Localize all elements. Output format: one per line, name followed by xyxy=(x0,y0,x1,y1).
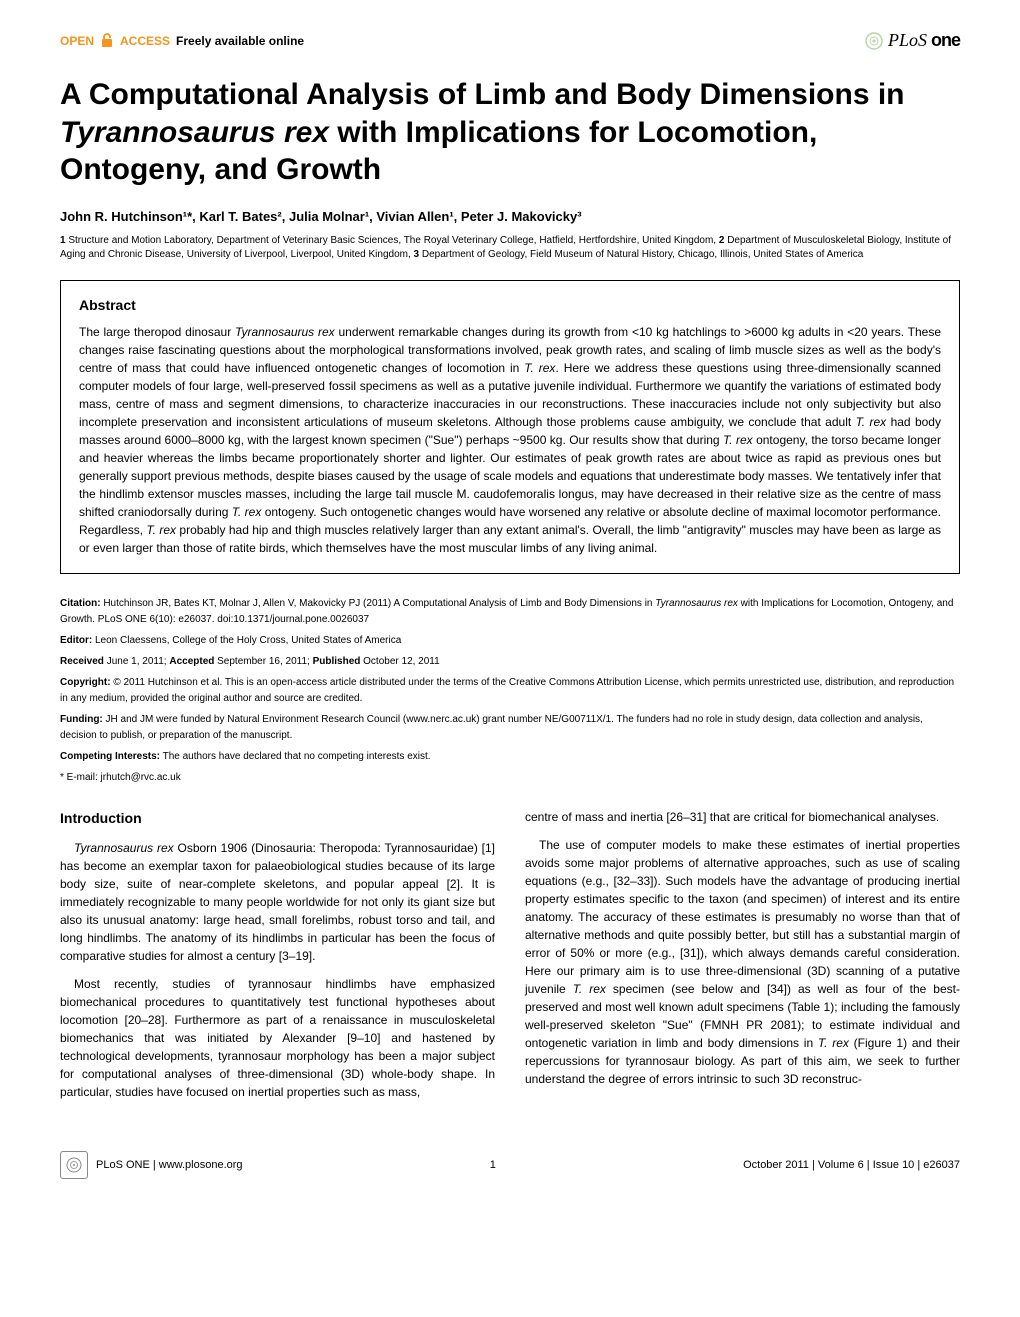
copyright: Copyright: © 2011 Hutchinson et al. This… xyxy=(60,675,960,707)
funding: Funding: JH and JM were funded by Natura… xyxy=(60,712,960,744)
one-text: one xyxy=(931,30,960,51)
left-column: Introduction Tyrannosaurus rex Osborn 19… xyxy=(60,808,495,1111)
access-label: ACCESS xyxy=(120,34,170,48)
citation: Citation: Hutchinson JR, Bates KT, Molna… xyxy=(60,596,960,628)
footer-issue: October 2011 | Volume 6 | Issue 10 | e26… xyxy=(743,1159,960,1171)
plos-footer-icon xyxy=(60,1151,88,1179)
paragraph: Tyrannosaurus rex Osborn 1906 (Dinosauri… xyxy=(60,839,495,965)
freely-label: Freely available online xyxy=(176,34,304,48)
competing-interests: Competing Interests: The authors have de… xyxy=(60,749,960,765)
author-list: John R. Hutchinson¹*, Karl T. Bates², Ju… xyxy=(60,209,960,224)
intro-heading: Introduction xyxy=(60,808,495,829)
paragraph: centre of mass and inertia [26–31] that … xyxy=(525,808,960,826)
paragraph: The use of computer models to make these… xyxy=(525,836,960,1088)
paragraph: Most recently, studies of tyrannosaur hi… xyxy=(60,975,495,1101)
lock-icon xyxy=(100,33,114,49)
abstract-box: Abstract The large theropod dinosaur Tyr… xyxy=(60,280,960,574)
page-footer: PLoS ONE | www.plosone.org 1 October 201… xyxy=(60,1151,960,1179)
editor: Editor: Leon Claessens, College of the H… xyxy=(60,633,960,649)
footer-journal: PLoS ONE | www.plosone.org xyxy=(96,1159,243,1171)
article-metadata: Citation: Hutchinson JR, Bates KT, Molna… xyxy=(60,596,960,786)
affiliations: 1 Structure and Motion Laboratory, Depar… xyxy=(60,234,960,262)
open-access-badge: OPEN ACCESS Freely available online xyxy=(60,33,304,49)
footer-page: 1 xyxy=(490,1159,496,1171)
abstract-text: The large theropod dinosaur Tyrannosauru… xyxy=(79,323,941,557)
article-title: A Computational Analysis of Limb and Bod… xyxy=(60,76,960,189)
plos-text: PLoS xyxy=(888,30,927,51)
abstract-heading: Abstract xyxy=(79,297,941,313)
journal-logo: PLoS one xyxy=(864,30,960,51)
corresponding-email: * E-mail: jrhutch@rvc.ac.uk xyxy=(60,770,960,786)
title-italic: Tyrannosaurus rex xyxy=(60,116,329,149)
title-part1: A Computational Analysis of Limb and Bod… xyxy=(60,78,905,111)
open-label: OPEN xyxy=(60,34,94,48)
right-column: centre of mass and inertia [26–31] that … xyxy=(525,808,960,1111)
body-text: Introduction Tyrannosaurus rex Osborn 19… xyxy=(60,808,960,1111)
footer-left: PLoS ONE | www.plosone.org xyxy=(60,1151,243,1179)
dates: Received June 1, 2011; Accepted Septembe… xyxy=(60,654,960,670)
page-header: OPEN ACCESS Freely available online PLoS… xyxy=(60,30,960,51)
plos-icon xyxy=(864,31,884,51)
